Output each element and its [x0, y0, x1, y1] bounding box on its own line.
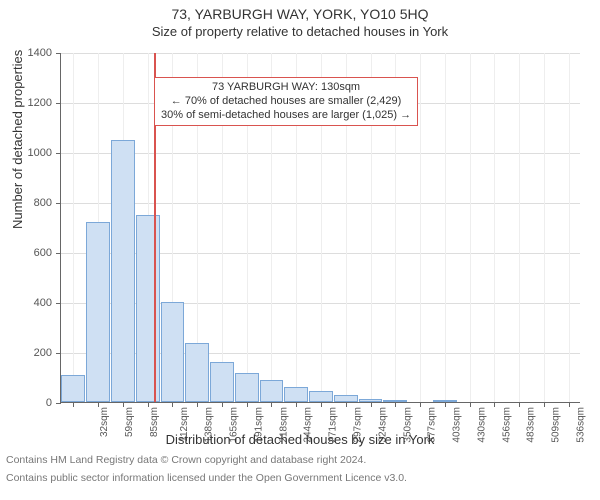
- y-tick-label: 800: [12, 197, 52, 209]
- histogram-bar: [334, 395, 358, 403]
- annotation-line-2: ← 70% of detached houses are smaller (2,…: [161, 95, 411, 109]
- y-tick: [56, 253, 61, 254]
- histogram-bar: [111, 140, 135, 403]
- vgridline: [445, 53, 446, 402]
- vgridline: [519, 53, 520, 402]
- histogram-bar: [433, 400, 457, 403]
- vgridline: [544, 53, 545, 402]
- vgridline: [73, 53, 74, 402]
- histogram-bar: [161, 302, 185, 402]
- vgridline: [494, 53, 495, 402]
- y-tick: [56, 53, 61, 54]
- y-tick-label: 1400: [12, 47, 52, 59]
- y-tick: [56, 203, 61, 204]
- annotation-line-3: 30% of semi-detached houses are larger (…: [161, 109, 411, 123]
- histogram-bar: [260, 380, 284, 403]
- y-axis-labels: 0200400600800100012001400: [0, 53, 56, 403]
- vgridline: [569, 53, 570, 402]
- annotation-box: 73 YARBURGH WAY: 130sqm ← 70% of detache…: [154, 77, 418, 126]
- chart-subtitle: Size of property relative to detached ho…: [0, 24, 600, 39]
- histogram-bar: [210, 362, 234, 402]
- y-tick-label: 200: [12, 347, 52, 359]
- y-tick-label: 0: [12, 397, 52, 409]
- histogram-bar: [235, 373, 259, 402]
- y-tick-label: 1200: [12, 97, 52, 109]
- vgridline: [420, 53, 421, 402]
- y-tick: [56, 303, 61, 304]
- attribution-line-2: Contains public sector information licen…: [6, 471, 594, 485]
- y-tick: [56, 153, 61, 154]
- histogram-bar: [86, 222, 110, 402]
- page-title: 73, YARBURGH WAY, YORK, YO10 5HQ: [0, 6, 600, 22]
- histogram-bar: [359, 399, 383, 402]
- histogram-bar: [61, 375, 85, 403]
- histogram-bar: [309, 391, 333, 402]
- y-tick: [56, 353, 61, 354]
- x-axis-title: Distribution of detached houses by size …: [0, 432, 600, 447]
- vgridline: [470, 53, 471, 402]
- annotation-line-1: 73 YARBURGH WAY: 130sqm: [161, 81, 411, 95]
- y-tick-label: 400: [12, 297, 52, 309]
- y-tick-label: 600: [12, 247, 52, 259]
- plot-area: 73 YARBURGH WAY: 130sqm ← 70% of detache…: [60, 53, 580, 403]
- chart-container: Number of detached properties 0200400600…: [0, 39, 600, 449]
- y-tick: [56, 103, 61, 104]
- histogram-bar: [185, 343, 209, 402]
- y-tick-label: 1000: [12, 147, 52, 159]
- histogram-bar: [284, 387, 308, 402]
- histogram-bar: [383, 400, 407, 402]
